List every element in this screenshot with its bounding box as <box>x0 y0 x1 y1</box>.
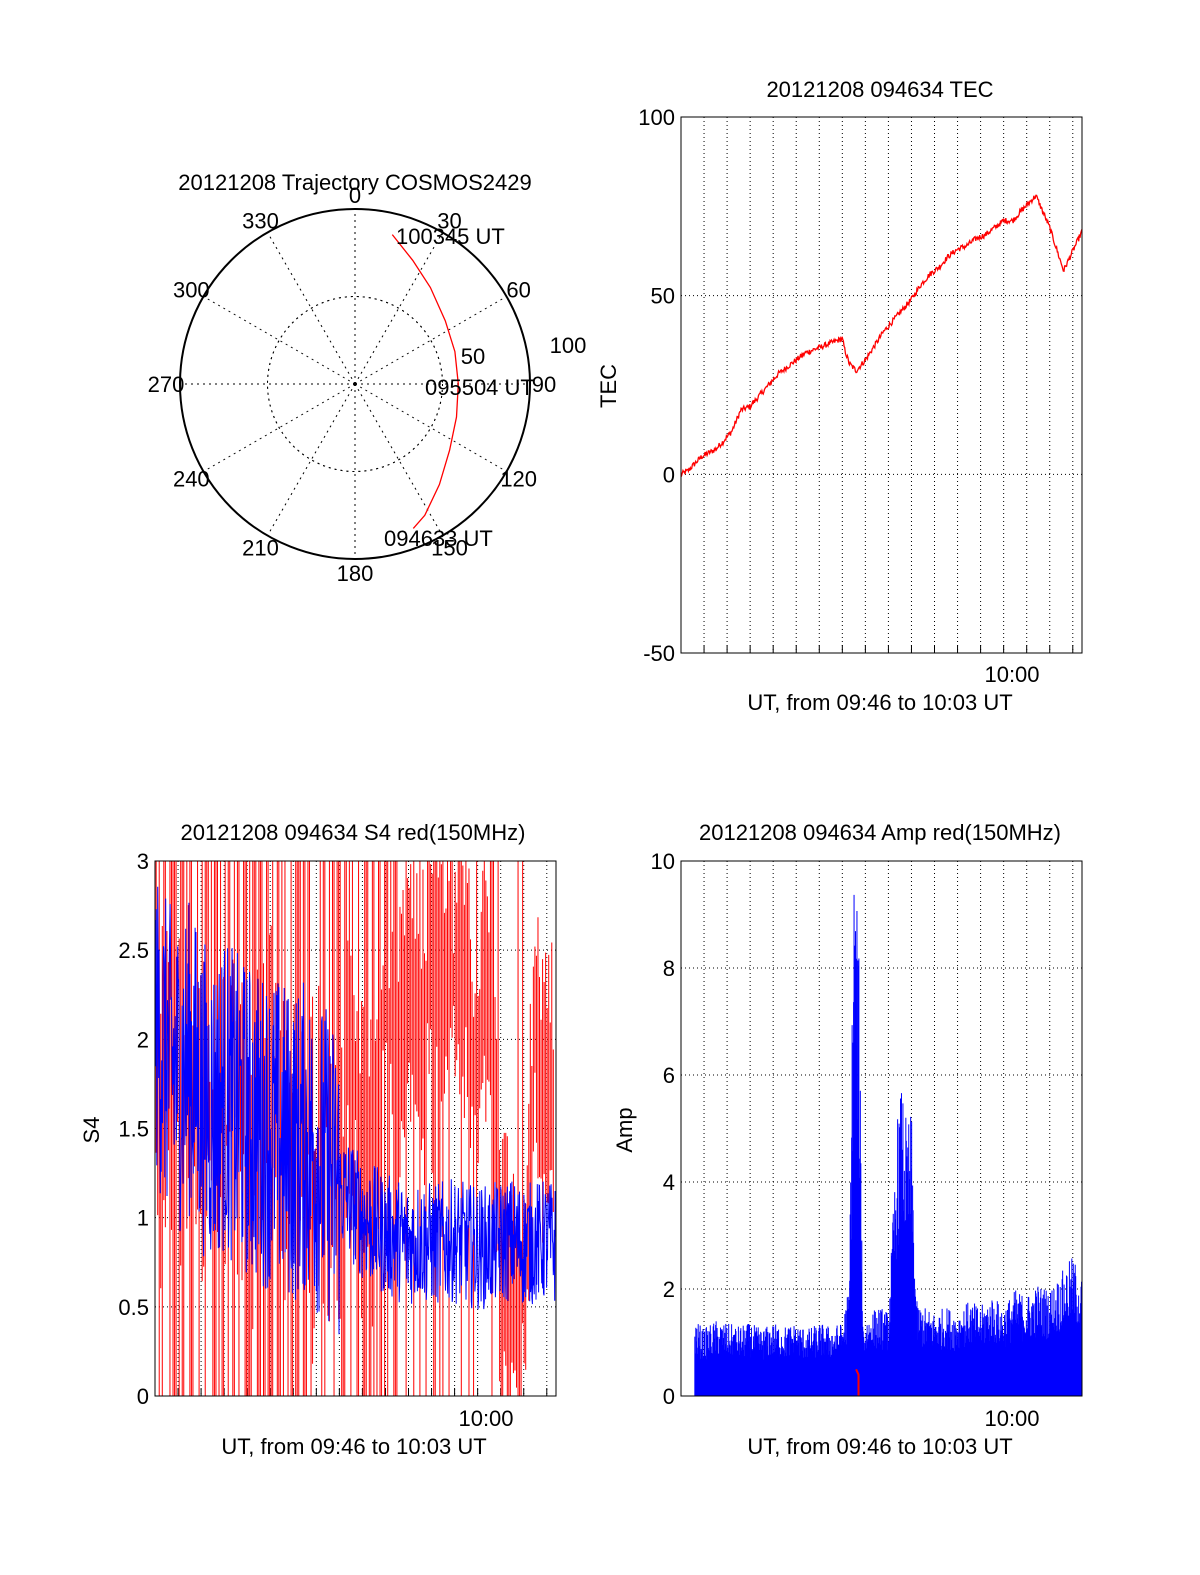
s4-chart: 20121208 094634 S4 red(150MHz) 0 0.5 1 1.5 2… <box>79 820 557 1459</box>
ytick-label: -50 <box>643 641 675 666</box>
polar-angle-label: 150 <box>431 536 468 561</box>
polar-grid <box>180 209 530 559</box>
ytick-label: 0 <box>663 462 675 487</box>
polar-angle-label: 30 <box>437 208 461 233</box>
polar-radius-label-100: 100 <box>550 333 587 358</box>
polar-trajectory-line <box>391 234 459 529</box>
polar-angle-label: 300 <box>173 278 210 303</box>
ytick-label: 0 <box>663 1384 675 1409</box>
tec-series-line <box>680 194 1083 478</box>
tec-plot-frame <box>680 116 1083 654</box>
ytick-label: 0 <box>137 1384 149 1409</box>
polar-grid-ring-inner <box>267 296 443 472</box>
s4-blue-series-line <box>154 886 557 1335</box>
ytick-label: 6 <box>663 1063 675 1088</box>
ytick-label: 10 <box>651 849 675 874</box>
polar-grid-spoke-210 <box>267 383 356 536</box>
tec-chart: 20121208 094634 TEC -50 0 50 100 10:00 UT, … <box>596 77 1083 715</box>
ytick-label: 1 <box>137 1206 149 1231</box>
s4-title: 20121208 094634 S4 red(150MHz) <box>181 820 526 845</box>
polar-angle-label: 330 <box>242 208 279 233</box>
amp-xtick-label: 10:00 <box>984 1406 1039 1431</box>
polar-trajectory-chart: 20121208 Trajectory COSMOS2429 0 30 60 90 12… <box>148 170 587 586</box>
amp-title: 20121208 094634 Amp red(150MHz) <box>699 820 1061 845</box>
ytick-label: 8 <box>663 956 675 981</box>
tec-grid <box>681 116 1082 654</box>
polar-radius-label-50: 50 <box>461 344 485 369</box>
polar-angle-label: 0 <box>349 183 361 208</box>
polar-angle-label: 90 <box>532 372 556 397</box>
s4-plot-frame <box>154 860 557 1397</box>
polar-angle-label: 120 <box>500 467 537 492</box>
amp-ylabel: Amp <box>612 1107 637 1152</box>
amp-plot-frame <box>680 860 1083 1397</box>
polar-grid-spoke-30 <box>354 232 443 385</box>
s4-xlabel: UT, from 09:46 to 10:03 UT <box>221 1434 486 1459</box>
polar-angle-label: 60 <box>506 278 530 303</box>
s4-ytick-labels: 0 0.5 1 1.5 2 2.5 3 <box>118 849 149 1409</box>
polar-angle-label: 210 <box>242 536 279 561</box>
polar-angle-label: 240 <box>173 467 210 492</box>
polar-angle-labels: 0 30 60 90 120 150 180 210 240 270 300 330 <box>148 183 557 586</box>
polar-annotation-end: 100345 UT <box>396 224 505 249</box>
polar-grid-spoke-330 <box>267 232 356 385</box>
ytick-label: 50 <box>651 284 675 309</box>
amp-chart: 20121208 094634 Amp red(150MHz) 0246810 … <box>612 820 1083 1459</box>
polar-angle-label: 270 <box>148 372 185 397</box>
polar-annotation-start: 094633 UT <box>384 526 493 551</box>
ytick-label: 0.5 <box>118 1295 149 1320</box>
polar-grid-spoke-150 <box>354 383 443 536</box>
amp-blue-series <box>694 894 1083 1396</box>
ytick-label: 4 <box>663 1170 675 1195</box>
ytick-label: 2 <box>137 1027 149 1052</box>
tec-ytick-labels: -50 0 50 100 <box>638 105 675 666</box>
polar-grid-spoke-240 <box>203 383 356 472</box>
polar-grid-spoke-120 <box>354 383 507 472</box>
ytick-label: 1.5 <box>118 1117 149 1142</box>
tec-ylabel: TEC <box>596 364 621 408</box>
amp-red-series-line <box>855 1368 860 1396</box>
polar-title: 20121208 Trajectory COSMOS2429 <box>178 170 531 195</box>
s4-xtick-label: 10:00 <box>458 1406 513 1431</box>
ytick-label: 3 <box>137 849 149 874</box>
polar-angle-label: 180 <box>337 561 374 586</box>
polar-annotation-mid: 095504 UT <box>425 375 534 400</box>
amp-ytick-labels: 0 2 4 6 8 10 <box>651 849 675 1409</box>
tec-title: 20121208 094634 TEC <box>766 77 993 102</box>
polar-outer-circle <box>179 208 531 560</box>
amp-xlabel: UT, from 09:46 to 10:03 UT <box>747 1434 1012 1459</box>
ytick-label: 2 <box>663 1277 675 1302</box>
ytick-label: 100 <box>638 105 675 130</box>
polar-grid-spoke-60 <box>354 296 507 385</box>
s4-ylabel: S4 <box>79 1117 104 1144</box>
tec-xtick-label: 10:00 <box>984 662 1039 687</box>
polar-grid-spoke-300 <box>203 296 356 385</box>
tec-xlabel: UT, from 09:46 to 10:03 UT <box>747 690 1012 715</box>
ytick-label: 2.5 <box>118 938 149 963</box>
